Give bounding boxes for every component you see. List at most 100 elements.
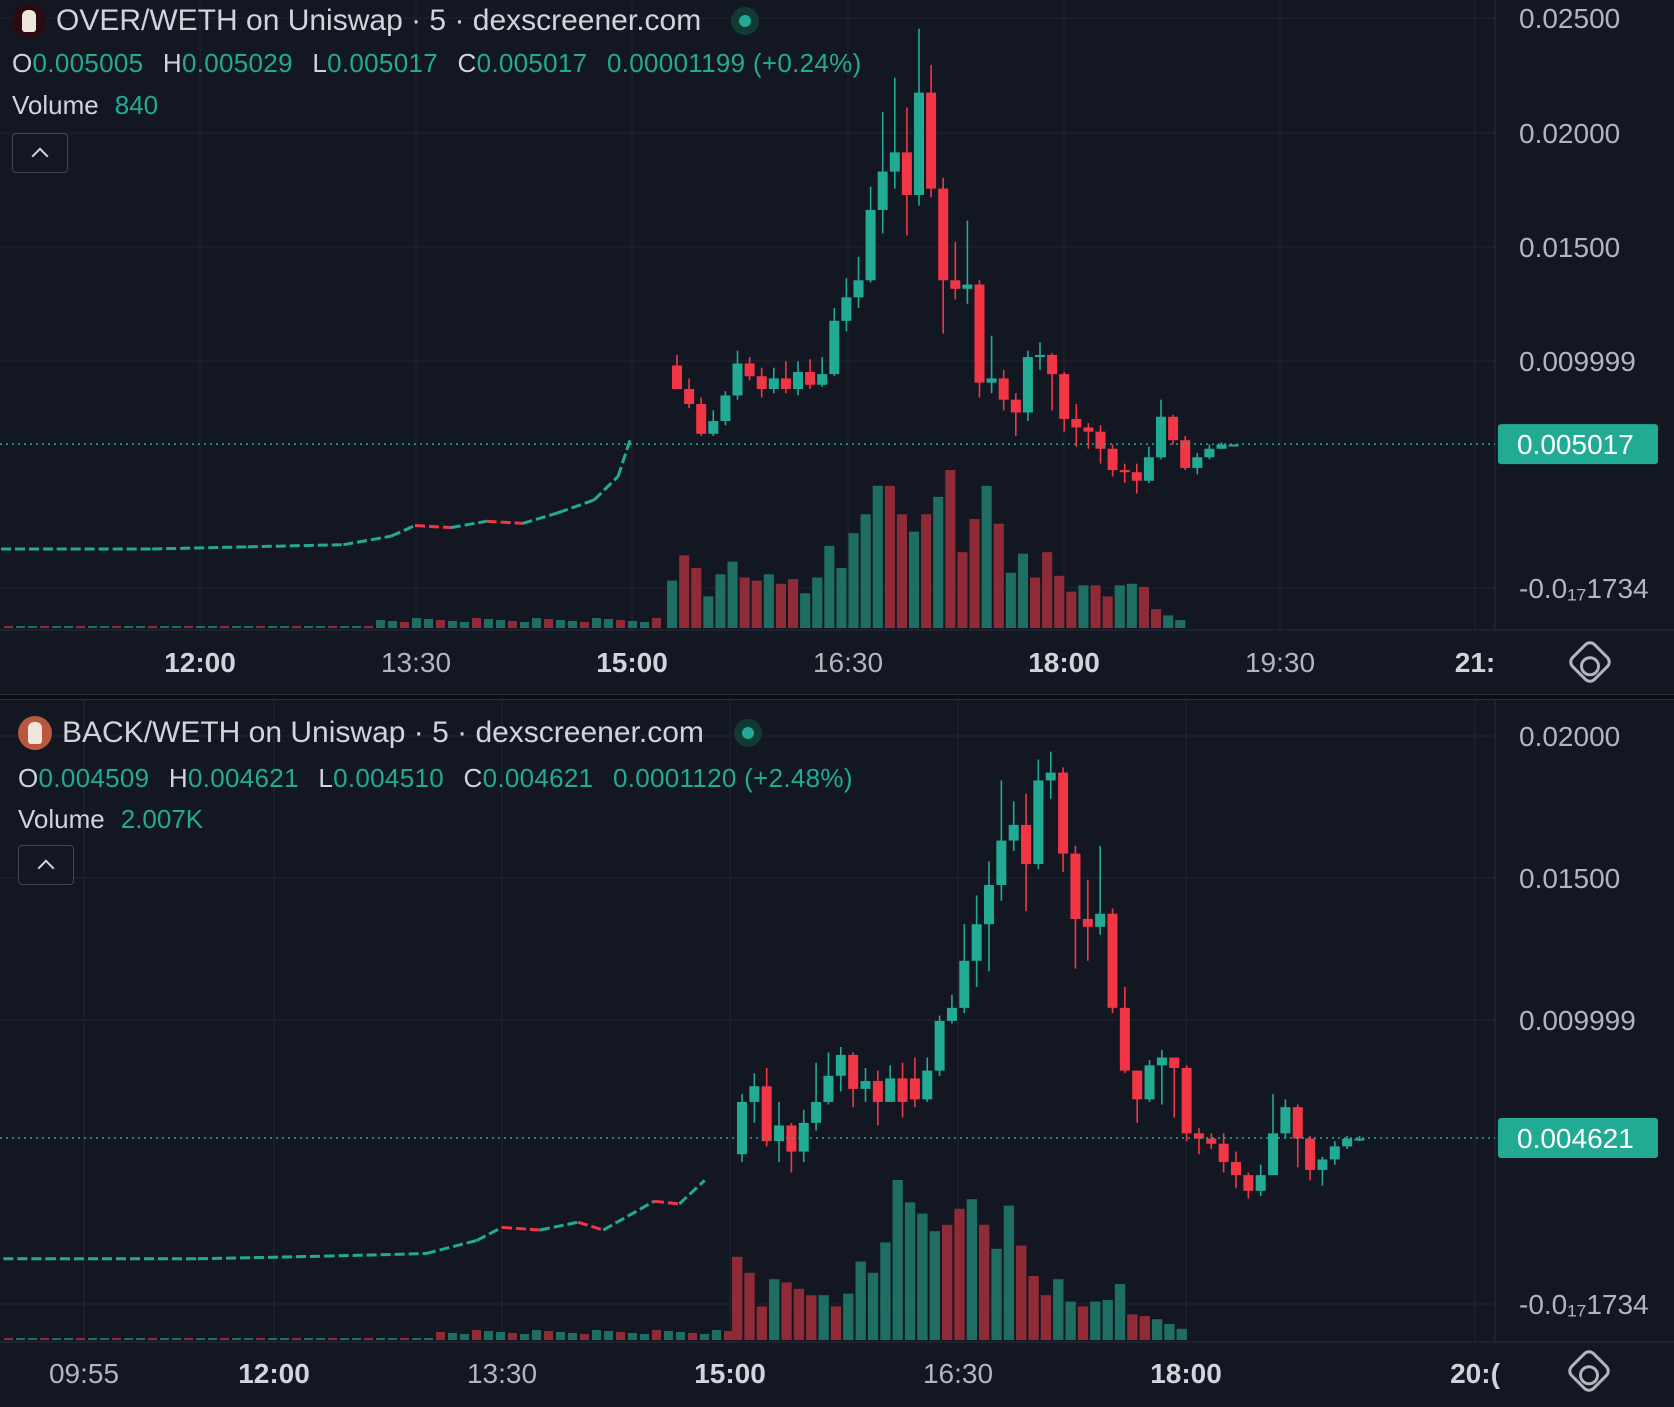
volume-bar <box>436 620 445 628</box>
candle-body <box>1268 1133 1279 1176</box>
chart-canvas[interactable]: 0.02000 0.01500 0.009999 0.004621 -0.0₁₇1734… <box>0 700 1674 1407</box>
x-tick-label: 09:55 <box>49 1358 119 1389</box>
volume-bar <box>769 1279 780 1340</box>
x-tick-label: 15:00 <box>694 1358 766 1389</box>
y-tick-label: -0.0₁₇1734 <box>1519 573 1649 604</box>
x-tick-label: 15:00 <box>596 647 668 678</box>
volume-bar <box>172 626 181 628</box>
candle-body <box>922 1070 933 1100</box>
volume-bar <box>775 583 786 628</box>
volume-bar <box>836 567 847 628</box>
price-path-segment <box>247 543 344 549</box>
volume-bar <box>917 1213 928 1340</box>
candle-body <box>841 297 852 321</box>
volume-bar <box>424 1338 433 1340</box>
price-path-segment <box>577 1220 604 1232</box>
volume-bar <box>544 619 553 628</box>
candle-body <box>926 92 937 189</box>
ohlc-high: 0.005029 <box>181 48 293 78</box>
volume-bar <box>400 1338 409 1340</box>
volume-bar <box>1102 596 1113 628</box>
price-path-segment <box>390 524 416 538</box>
x-tick-label: 13:30 <box>381 647 451 678</box>
volume-bar <box>818 1295 829 1340</box>
candle-body <box>1317 1159 1328 1170</box>
y-tick-label: 0.009999 <box>1519 346 1636 377</box>
candle-body <box>1095 913 1106 927</box>
volume-bar <box>993 523 1004 628</box>
volume-bar <box>88 626 97 628</box>
volume-bar <box>112 1338 121 1340</box>
price-path-segment <box>501 1225 541 1232</box>
volume-bar <box>1114 585 1125 628</box>
panel-divider[interactable] <box>0 694 1674 700</box>
price-path-segment <box>414 524 451 530</box>
volume-bar <box>1175 620 1186 628</box>
volume-bar <box>1030 577 1041 628</box>
volume-bar <box>400 622 409 628</box>
volume-bar <box>1151 1319 1163 1340</box>
candle-body <box>805 371 816 385</box>
volume-bar <box>1042 552 1053 628</box>
x-tick-label: 18:00 <box>1150 1358 1222 1389</box>
collapse-legend-button[interactable] <box>12 133 68 173</box>
volume-bar <box>88 1338 97 1340</box>
candle-body <box>889 152 900 172</box>
ohlc-change: 0.00001199 (+0.24%) <box>606 48 862 78</box>
volume-bar <box>544 1331 553 1340</box>
volume-value: 840 <box>114 90 159 120</box>
ohlc-low: 0.005017 <box>327 48 438 78</box>
volume-bar <box>941 1224 953 1340</box>
candle-body <box>872 1081 883 1102</box>
candle-body <box>1131 472 1142 481</box>
volume-bar <box>691 567 702 628</box>
volume-bar <box>520 622 529 628</box>
candle-body <box>696 403 707 434</box>
volume-bar <box>496 1332 505 1340</box>
chart-canvas[interactable]: 0.02500 0.02000 0.01500 0.009999 0.005017 -0.… <box>0 0 1674 694</box>
volume-bar <box>352 1338 361 1340</box>
volume-bar <box>788 579 799 628</box>
volume-bar <box>280 626 289 628</box>
ohlc-open: 0.004509 <box>38 763 150 793</box>
volume-bar <box>304 1338 313 1340</box>
volume-bar <box>954 1208 965 1340</box>
volume-bar <box>880 1242 891 1340</box>
volume-bar <box>763 574 774 628</box>
volume-bar <box>64 1338 73 1340</box>
candle-body <box>829 320 840 375</box>
chevron-up-icon <box>31 147 49 165</box>
candle-body <box>1218 1143 1229 1163</box>
volume-bar <box>376 620 385 628</box>
y-tick-label: 0.02500 <box>1519 3 1620 34</box>
volume-bar <box>1114 1284 1126 1340</box>
candle-body <box>835 1054 846 1076</box>
candle-body <box>720 395 731 422</box>
candle-body <box>971 924 982 961</box>
volume-bar <box>703 596 714 628</box>
volume-bar <box>812 577 823 628</box>
chart-title: BACK/WETH on Uniswap · 5 · dexscreener.c… <box>62 716 704 749</box>
volume-bar <box>732 1256 743 1340</box>
volume-bar <box>220 1338 229 1340</box>
candle-body <box>1181 1067 1192 1134</box>
candle-body <box>811 1101 822 1123</box>
volume-bar <box>196 626 205 628</box>
volume-bar <box>232 626 241 628</box>
volume-bar <box>292 1338 301 1340</box>
chart-title-row: BACK/WETH on Uniswap · 5 · dexscreener.c… <box>18 716 762 750</box>
candle-body <box>1045 772 1056 781</box>
volume-bar <box>806 1295 817 1340</box>
volume-bar <box>16 626 25 628</box>
volume-bar <box>352 626 361 628</box>
volume-bar <box>848 533 859 628</box>
collapse-legend-button[interactable] <box>18 845 74 885</box>
x-tick-label: 12:00 <box>164 647 236 678</box>
volume-bar <box>676 1332 685 1340</box>
volume-bar <box>640 622 649 628</box>
candle-body <box>793 371 803 390</box>
volume-bar <box>256 1338 265 1340</box>
volume-bar <box>679 555 690 628</box>
candle-body <box>1071 418 1082 428</box>
